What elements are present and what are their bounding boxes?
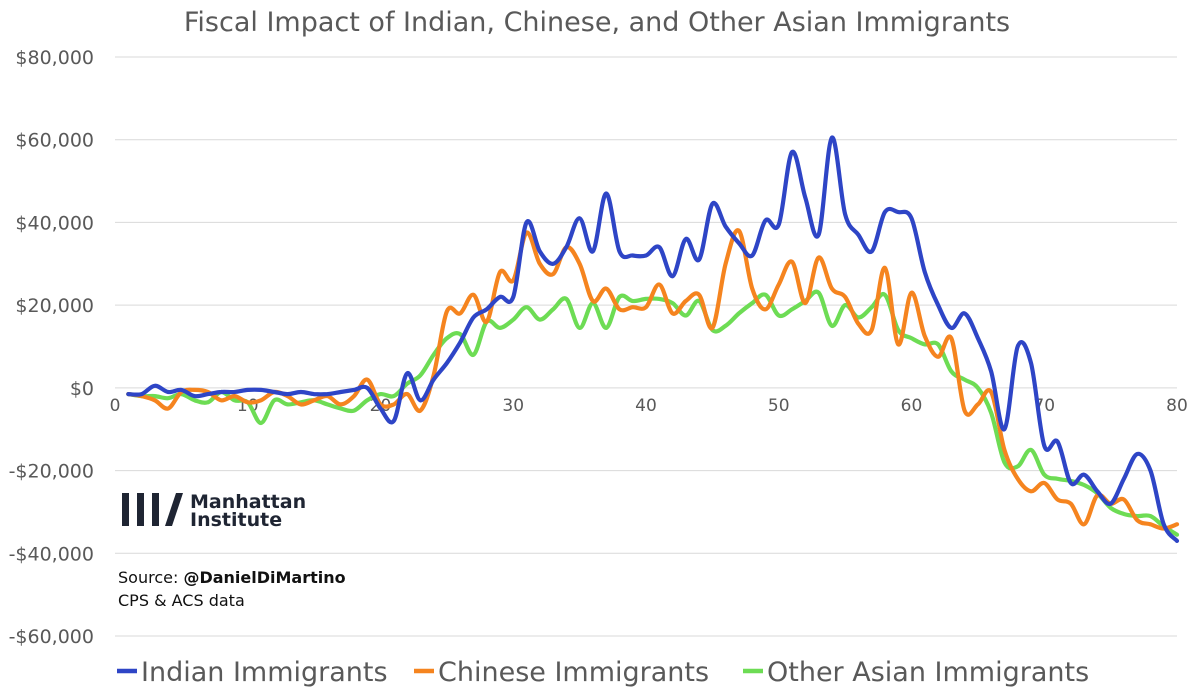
y-tick-label: $60,000	[15, 130, 94, 152]
legend-label-indian-immigrants: Indian Immigrants	[141, 657, 388, 688]
y-tick-label: $80,000	[15, 47, 94, 69]
y-axis-ticks: $80,000 $60,000 $40,000 $20,000 $0 -$20,000 -$…	[9, 47, 94, 648]
x-tick-label: 30	[502, 396, 524, 416]
series-line-chinese-immigrants	[126, 228, 1180, 531]
y-tick-label: $40,000	[15, 212, 94, 234]
x-tick-label: 0	[110, 396, 121, 416]
manhattan-institute-logo: Manhattan Institute	[122, 491, 306, 531]
gridlines	[115, 56, 1177, 637]
chart-title: Fiscal Impact of Indian, Chinese, and Ot…	[184, 7, 1010, 38]
legend: Indian Immigrants Chinese Immigrants Other…	[117, 657, 1089, 688]
legend-label-chinese-immigrants: Chinese Immigrants	[438, 657, 709, 688]
series-line-indian-immigrants	[126, 135, 1180, 543]
source-line: Source: @DanielDiMartino	[118, 568, 346, 587]
logo-mark-icon	[122, 493, 183, 526]
y-tick-label: -$40,000	[9, 543, 94, 565]
series-lines	[126, 135, 1180, 543]
x-tick-label: 40	[635, 396, 657, 416]
source-prefix: Source:	[118, 568, 183, 587]
x-tick-label: 80	[1166, 396, 1188, 416]
y-tick-label: -$60,000	[9, 626, 94, 648]
x-tick-label: 50	[768, 396, 790, 416]
source-data-note: CPS & ACS data	[118, 591, 245, 610]
source-handle: @DanielDiMartino	[183, 568, 345, 587]
y-tick-label: $0	[70, 378, 94, 400]
legend-label-other-asian-immigrants: Other Asian Immigrants	[767, 657, 1089, 688]
x-tick-label: 60	[901, 396, 923, 416]
y-tick-label: -$20,000	[9, 461, 94, 483]
logo-text-line2: Institute	[190, 509, 282, 531]
logo-text-line1: Manhattan	[190, 491, 306, 513]
y-tick-label: $20,000	[15, 295, 94, 317]
